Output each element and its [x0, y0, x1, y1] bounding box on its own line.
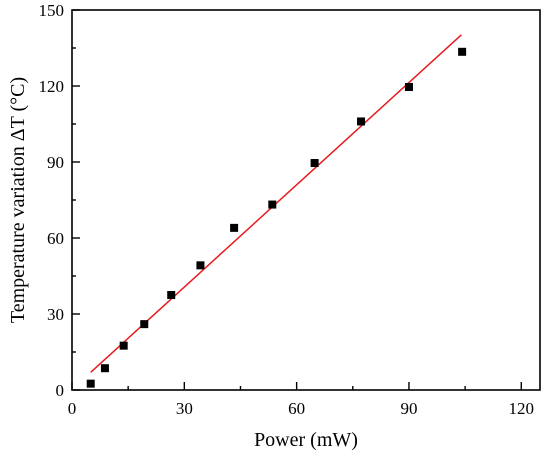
data-point — [458, 47, 467, 56]
data-point — [268, 200, 277, 209]
axis-ticks — [71, 9, 522, 391]
x-tick-label: 30 — [176, 399, 193, 418]
data-point — [310, 159, 319, 168]
x-tick-label: 120 — [509, 399, 535, 418]
plot-frame — [71, 9, 541, 391]
y-tick-labels: 0 30 60 90 120 150 — [39, 1, 65, 400]
data-point — [140, 320, 149, 329]
y-tick-label: 120 — [39, 77, 65, 96]
data-point — [230, 223, 239, 232]
y-tick-label: 0 — [56, 381, 65, 400]
x-tick-label: 0 — [68, 399, 77, 418]
x-tick-label: 60 — [288, 399, 305, 418]
y-tick-label: 90 — [47, 153, 64, 172]
x-tick-labels: 0 30 60 90 120 — [68, 399, 534, 418]
data-point — [86, 379, 95, 388]
data-point — [196, 261, 205, 270]
data-point — [119, 341, 128, 350]
data-point — [404, 83, 413, 92]
data-points — [86, 47, 467, 388]
x-tick-label: 90 — [400, 399, 417, 418]
y-axis-title: Temperature variation ΔT (°C) — [7, 77, 29, 323]
data-point — [100, 364, 109, 373]
y-tick-label: 60 — [47, 229, 64, 248]
y-tick-label: 30 — [47, 305, 64, 324]
y-tick-label: 150 — [39, 1, 65, 20]
x-axis-title: Power (mW) — [254, 429, 358, 451]
data-point — [357, 117, 366, 126]
data-point — [167, 291, 176, 299]
